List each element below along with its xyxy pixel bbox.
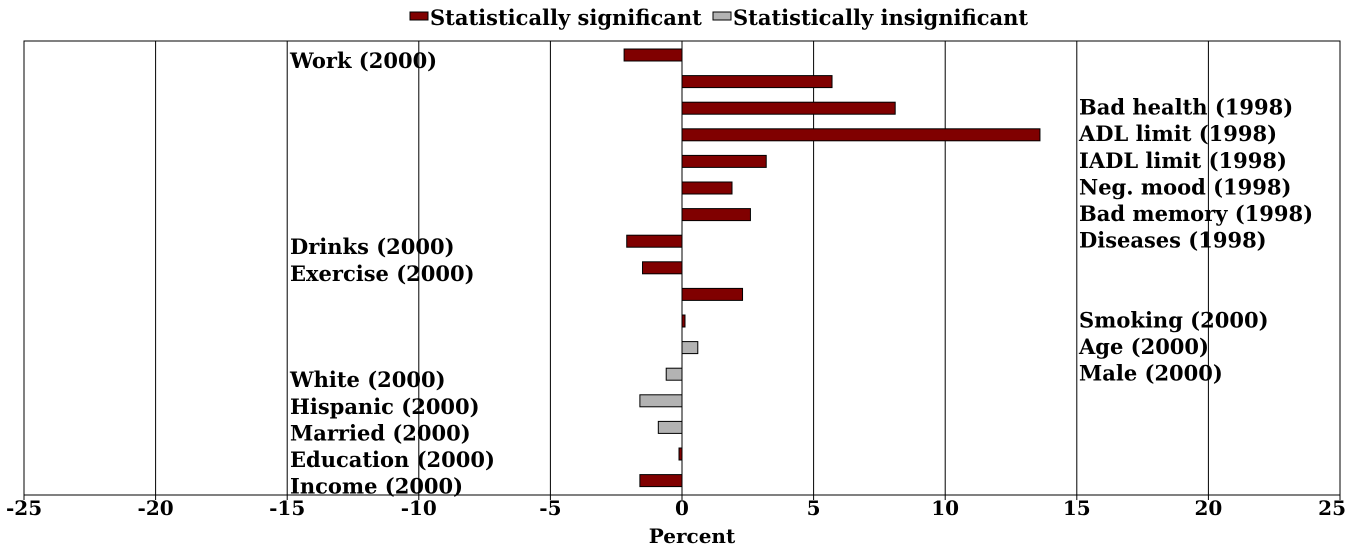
x-tick-label: -20 <box>138 496 174 520</box>
legend-swatch <box>712 11 732 21</box>
bar <box>681 287 744 301</box>
category-label: Bad health (1998) <box>1079 95 1293 120</box>
bar <box>681 341 699 355</box>
bar <box>681 75 833 89</box>
category-label: Neg. mood (1998) <box>1079 174 1291 199</box>
gridlines <box>155 41 1209 495</box>
bar <box>623 48 683 62</box>
legend-label: Statistically insignificant <box>733 5 1028 30</box>
bar <box>639 394 683 408</box>
x-tick-label: -25 <box>6 496 42 520</box>
category-label: Work (2000) <box>289 48 437 73</box>
bar <box>681 208 751 222</box>
legend-label: Statistically significant <box>430 5 702 30</box>
bar <box>681 181 733 195</box>
category-label: Exercise (2000) <box>290 261 475 286</box>
category-label: Drinks (2000) <box>290 234 455 259</box>
x-axis-title: Percent <box>649 524 736 548</box>
x-tick-label: 15 <box>1063 496 1091 520</box>
bar <box>657 420 683 434</box>
bar <box>681 128 1041 142</box>
category-label: IADL limit (1998) <box>1079 148 1287 173</box>
bar <box>639 474 683 488</box>
bar <box>642 261 683 275</box>
category-label: Bad memory (1998) <box>1079 201 1313 226</box>
x-tick-label: 20 <box>1194 496 1222 520</box>
bar <box>681 101 896 115</box>
x-tick-label: 10 <box>931 496 959 520</box>
category-label: White (2000) <box>289 367 446 392</box>
category-label: Married (2000) <box>290 420 471 445</box>
bar <box>678 447 683 461</box>
category-label: ADL limit (1998) <box>1078 121 1277 146</box>
category-labels: Work (2000) Bad health (1998)ADL limit (1… <box>289 48 1313 499</box>
x-axis-ticks: -25 -20 -15 -10 -5 0 5 10 15 20 25 <box>6 495 1346 520</box>
category-label: Diseases (1998) <box>1079 228 1267 253</box>
bar <box>626 234 683 248</box>
x-tick-label: 5 <box>807 496 821 520</box>
category-label: Education (2000) <box>290 447 495 472</box>
bar <box>681 154 767 168</box>
x-tick-label: 25 <box>1318 496 1346 520</box>
x-tick-label: -10 <box>401 496 437 520</box>
category-label: Smoking (2000) <box>1079 307 1269 332</box>
x-tick-label: 0 <box>675 496 689 520</box>
category-label: Age (2000) <box>1078 334 1209 359</box>
bar <box>665 367 683 381</box>
category-label: Hispanic (2000) <box>290 394 480 419</box>
x-tick-label: -15 <box>269 496 305 520</box>
chart-legend: Statistically significant Statistically i… <box>409 5 1028 30</box>
category-label: Income (2000) <box>290 474 463 499</box>
category-label: Male (2000) <box>1079 361 1223 386</box>
legend-swatch <box>409 11 429 21</box>
bars <box>623 48 1041 488</box>
x-tick-label: -5 <box>539 496 561 520</box>
bar <box>681 314 686 328</box>
